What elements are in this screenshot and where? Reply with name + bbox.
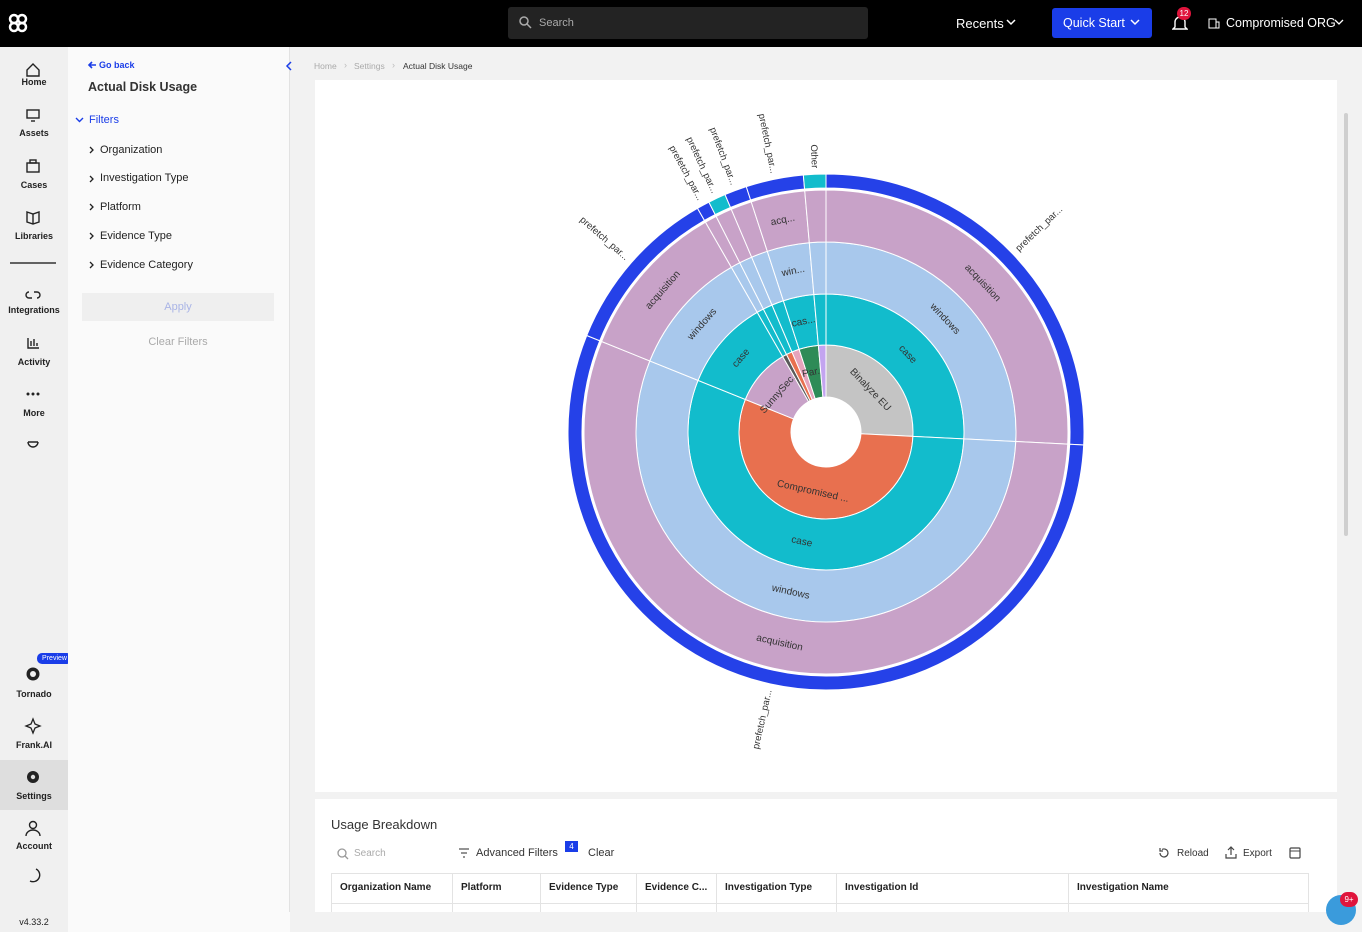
filter-item[interactable]: Investigation Type	[100, 172, 188, 184]
filter-item[interactable]: Evidence Category	[100, 259, 193, 271]
column-divider	[1068, 873, 1069, 913]
table-title: Usage Breakdown	[331, 817, 437, 832]
export-button[interactable]: Export	[1243, 848, 1272, 859]
chevron	[1334, 19, 1344, 27]
outer-label: Other	[808, 144, 820, 168]
nav-item[interactable]: Settings	[0, 791, 68, 801]
search-icon	[337, 848, 349, 860]
chevron	[1006, 19, 1016, 27]
go-back[interactable]: Go back	[99, 60, 135, 70]
chevron	[1130, 19, 1140, 27]
table-search[interactable]: Search	[354, 848, 386, 859]
sunburst-segment	[803, 174, 826, 189]
chat-badge: 9+	[1340, 892, 1358, 907]
table-grid	[331, 873, 1309, 913]
nav-item[interactable]: Integrations	[0, 305, 68, 315]
filter-icon	[458, 848, 470, 858]
breadcrumb-item[interactable]: Home	[314, 61, 337, 71]
sunburst-chart: Binalyze EUcasewindowsacquisitionprefetc…	[315, 80, 1337, 792]
column-divider	[836, 873, 837, 913]
export-icon	[1225, 846, 1237, 859]
org-name[interactable]: Compromised ORG	[1226, 16, 1336, 30]
filters-header[interactable]: Filters	[89, 114, 119, 126]
column-header[interactable]: Platform	[461, 882, 502, 893]
advanced-filters[interactable]: Advanced Filters	[476, 847, 558, 859]
preview-badge: Preview	[37, 653, 72, 664]
reload-icon	[1158, 847, 1170, 859]
column-header[interactable]: Organization Name	[340, 882, 431, 893]
apply-button[interactable]: Apply	[82, 293, 274, 321]
notification-badge: 12	[1177, 7, 1191, 20]
collapse-button[interactable]	[283, 60, 295, 72]
filter-count: 4	[565, 841, 578, 852]
nav-item[interactable]: Cases	[0, 180, 68, 190]
search-placeholder: Search	[539, 17, 574, 29]
nav-item[interactable]: Frank.AI	[0, 740, 68, 750]
breadcrumb-sep: ›	[344, 60, 347, 70]
filter-item[interactable]: Platform	[100, 201, 141, 213]
nav-item[interactable]: Account	[0, 841, 68, 851]
column-divider	[716, 873, 717, 913]
outer-label: prefetch_par...	[577, 215, 630, 263]
column-header[interactable]: Investigation Type	[725, 882, 812, 893]
nav-item[interactable]: Activity	[0, 357, 68, 367]
nav-item[interactable]: Home	[0, 77, 68, 87]
outer-label: prefetch_par...	[756, 113, 779, 175]
outer-label: prefetch_par...	[1014, 204, 1066, 254]
outer-label: prefetch_par...	[751, 689, 775, 751]
column-header[interactable]: Investigation Id	[845, 882, 918, 893]
breadcrumb-item[interactable]: Settings	[354, 61, 385, 71]
search-icon	[519, 16, 532, 29]
org-icon	[1208, 17, 1220, 29]
version: v4.33.2	[0, 917, 68, 927]
nav-item[interactable]: Libraries	[0, 231, 68, 241]
scrollbar	[1344, 113, 1348, 536]
quick-start-label: Quick Start	[1063, 16, 1125, 30]
column-divider	[452, 873, 453, 913]
filter-item[interactable]: Organization	[100, 144, 162, 156]
row-divider	[331, 903, 1309, 904]
clear-button[interactable]: Clear	[588, 847, 614, 859]
column-divider	[540, 873, 541, 913]
column-header[interactable]: Evidence Type	[549, 882, 618, 893]
chevron	[75, 116, 84, 124]
breadcrumb-sep: ›	[392, 60, 395, 70]
nav-item[interactable]: More	[0, 408, 68, 418]
top-bar: Search Recents Quick Start 12 Compromise…	[0, 0, 1362, 47]
chart-card: Binalyze EUcasewindowsacquisitionprefetc…	[315, 80, 1337, 792]
side-footer	[68, 912, 290, 932]
nav-item[interactable]: Tornado	[0, 689, 68, 699]
panel-title: Actual Disk Usage	[88, 80, 197, 94]
breadcrumb-item: Actual Disk Usage	[403, 61, 472, 71]
column-divider	[636, 873, 637, 913]
clear-filters[interactable]: Clear Filters	[82, 336, 274, 348]
logo	[8, 13, 28, 33]
recents[interactable]: Recents	[956, 16, 1004, 31]
columns-icon[interactable]	[1289, 847, 1301, 859]
reload-button[interactable]: Reload	[1177, 848, 1209, 859]
back-arrow	[87, 60, 97, 70]
filter-chevrons	[88, 144, 96, 274]
column-header[interactable]: Investigation Name	[1077, 882, 1169, 893]
nav-item[interactable]: Assets	[0, 128, 68, 138]
filter-item[interactable]: Evidence Type	[100, 230, 172, 242]
column-header[interactable]: Evidence C...	[645, 882, 707, 893]
